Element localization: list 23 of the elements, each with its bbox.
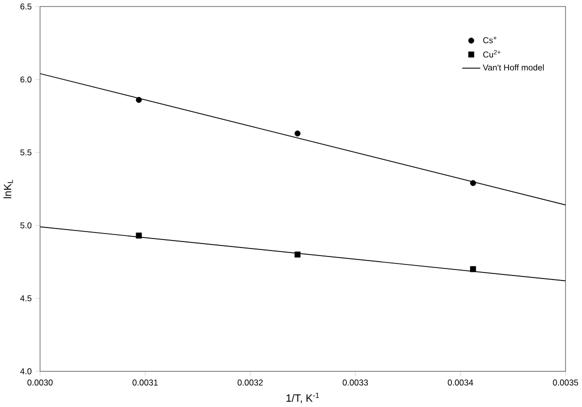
x-tick-label: 0.0032 — [238, 380, 263, 386]
y-tick-label: 5.0 — [20, 222, 32, 229]
y-tick-label: 4.5 — [20, 296, 32, 302]
point — [294, 252, 301, 258]
y-axis-title: lnK$_{L}$ — [4, 180, 13, 198]
x-tick-label: 0.0033 — [342, 380, 368, 386]
legend-label: Van't Hoff model — [482, 64, 544, 71]
y-tick-label: 5.5 — [20, 150, 32, 156]
point — [136, 232, 142, 239]
legend-label: Cu$^{2+}$ — [483, 50, 501, 58]
x-tick-label: 0.0035 — [552, 380, 578, 386]
point — [294, 130, 301, 137]
point — [470, 180, 476, 186]
point — [470, 266, 476, 272]
point — [136, 97, 142, 104]
y-tick-label: 6.5 — [20, 4, 32, 10]
y-tick-label: 4.0 — [20, 368, 32, 374]
x-axis-title: 1/T, K$^{-1}$ — [286, 392, 319, 404]
x-tick-label: 0.0030 — [27, 380, 53, 386]
y-tick-label: 6.0 — [20, 76, 32, 83]
x-tick-label: 0.0034 — [448, 380, 474, 386]
x-tick-label: 0.0031 — [132, 380, 158, 386]
legend-label: Cs$^{+}$ — [483, 36, 497, 44]
